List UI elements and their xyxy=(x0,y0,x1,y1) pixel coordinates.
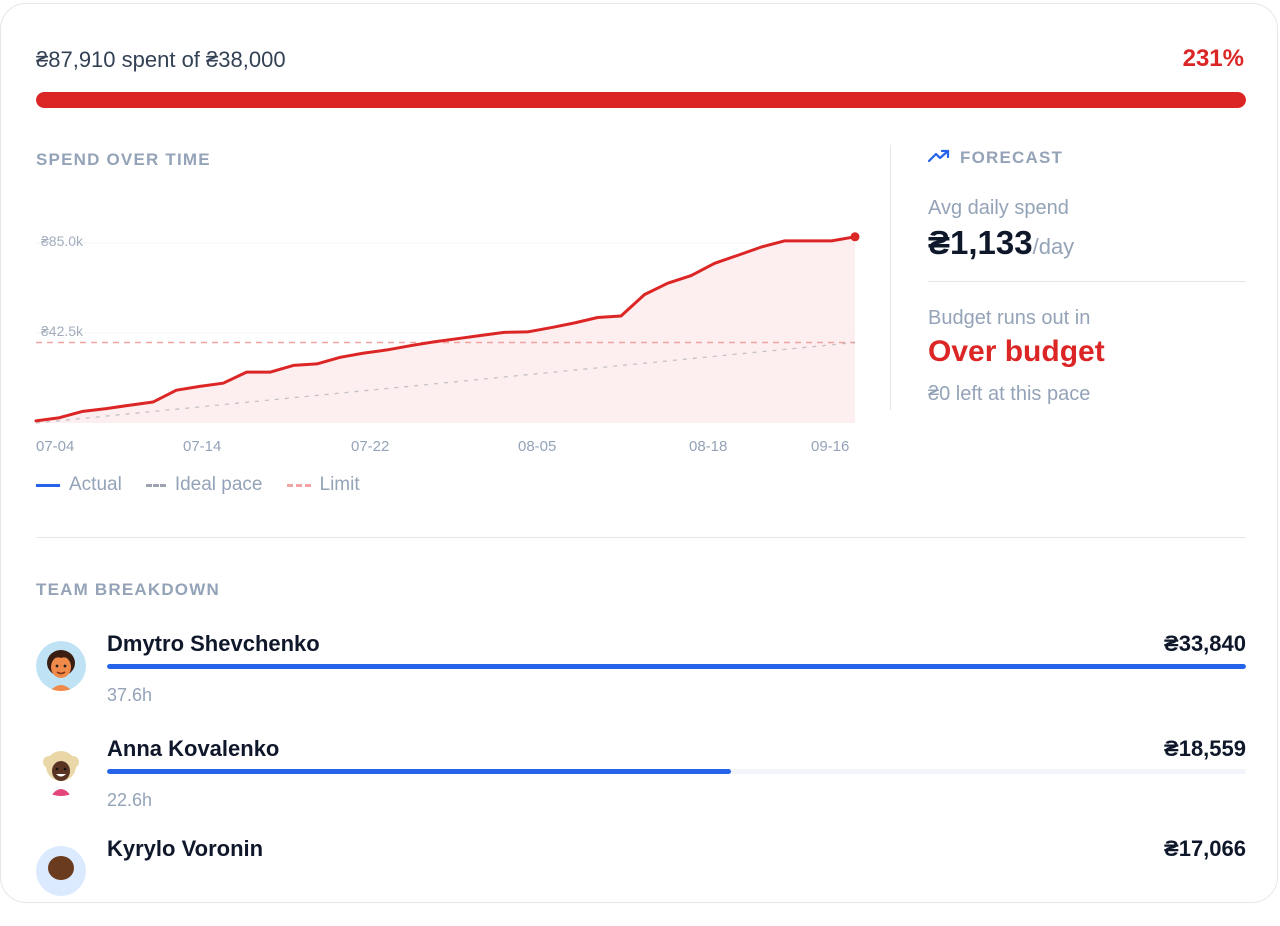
spent-summary: ₴87,910 spent of ₴38,000 xyxy=(36,47,286,72)
team-member-row[interactable]: Dmytro Shevchenko ₴33,840 37.6h xyxy=(36,631,1246,721)
member-spend-bar xyxy=(107,769,1246,774)
member-amount: ₴17,066 xyxy=(1164,836,1246,861)
avg-daily-label: Avg daily spend xyxy=(928,197,1069,219)
forecast-header: FORECAST xyxy=(927,148,1064,168)
avg-daily-unit: /day xyxy=(1032,234,1075,259)
forecast-divider xyxy=(890,145,891,410)
member-spend-bar xyxy=(107,664,1246,669)
avg-daily-value: ₴1,133 xyxy=(928,224,1033,261)
left-at-pace-text: ₴0 left at this pace xyxy=(928,383,1091,405)
member-amount: ₴33,840 xyxy=(1164,631,1246,656)
legend-ideal-label: Ideal pace xyxy=(174,474,263,495)
team-member-row[interactable]: Anna Kovalenko ₴18,559 22.6h xyxy=(36,736,1246,826)
over-budget-status: Over budget xyxy=(928,335,1105,368)
x-tick-label: 07-22 xyxy=(351,438,390,455)
legend-limit-label: Limit xyxy=(319,474,360,495)
avatar xyxy=(36,846,86,896)
budget-card xyxy=(0,3,1278,903)
trending-up-icon xyxy=(927,149,950,168)
actual-spend-line xyxy=(34,235,857,423)
chart-legend: Actual Ideal pace Limit xyxy=(36,474,384,496)
x-tick-label: 08-18 xyxy=(689,438,728,455)
legend-ideal-swatch xyxy=(145,483,166,487)
runs-out-label: Budget runs out in xyxy=(928,307,1091,329)
forecast-separator xyxy=(928,281,1246,282)
member-hours: 37.6h xyxy=(107,685,153,705)
member-amount: ₴18,559 xyxy=(1164,736,1246,761)
legend-actual-swatch xyxy=(36,483,60,487)
team-breakdown-title: TEAM BREAKDOWN xyxy=(36,580,220,599)
section-divider xyxy=(36,537,1246,538)
budget-percent: 231% xyxy=(1182,45,1244,72)
x-tick-label: 07-04 xyxy=(36,438,75,455)
actual-end-point xyxy=(850,232,860,242)
y-tick-label: ₴42.5k xyxy=(41,322,84,339)
member-spend-fill xyxy=(107,769,732,774)
legend-limit[interactable]: Limit xyxy=(286,474,360,496)
avg-daily-value-row: ₴1,133/day xyxy=(928,224,1074,262)
actual-area xyxy=(36,236,855,423)
member-name: Dmytro Shevchenko xyxy=(107,631,320,656)
team-member-row[interactable]: Kyrylo Voronin ₴17,066 xyxy=(36,836,1246,926)
spend-over-time-chart xyxy=(34,232,860,424)
budget-progress-fill xyxy=(36,92,1246,108)
member-name: Kyrylo Voronin xyxy=(107,836,264,861)
member-name: Anna Kovalenko xyxy=(107,736,280,761)
member-hours: 22.6h xyxy=(107,790,153,810)
legend-ideal-pace[interactable]: Ideal pace xyxy=(145,474,263,496)
avatar xyxy=(36,746,86,796)
forecast-title: FORECAST xyxy=(960,148,1064,167)
legend-actual[interactable]: Actual xyxy=(36,474,122,496)
x-tick-label: 09-16 xyxy=(811,438,850,455)
ideal-pace-line xyxy=(35,341,856,424)
legend-actual-label: Actual xyxy=(69,474,122,495)
x-tick-label: 07-14 xyxy=(183,438,222,455)
spend-over-time-title: SPEND OVER TIME xyxy=(36,150,211,169)
legend-limit-swatch xyxy=(286,483,311,487)
avatar xyxy=(36,641,86,691)
member-spend-fill xyxy=(107,664,1246,669)
budget-progress-bar xyxy=(36,92,1246,108)
y-tick-label: ₴85.0k xyxy=(41,232,84,249)
x-tick-label: 08-05 xyxy=(518,438,557,455)
